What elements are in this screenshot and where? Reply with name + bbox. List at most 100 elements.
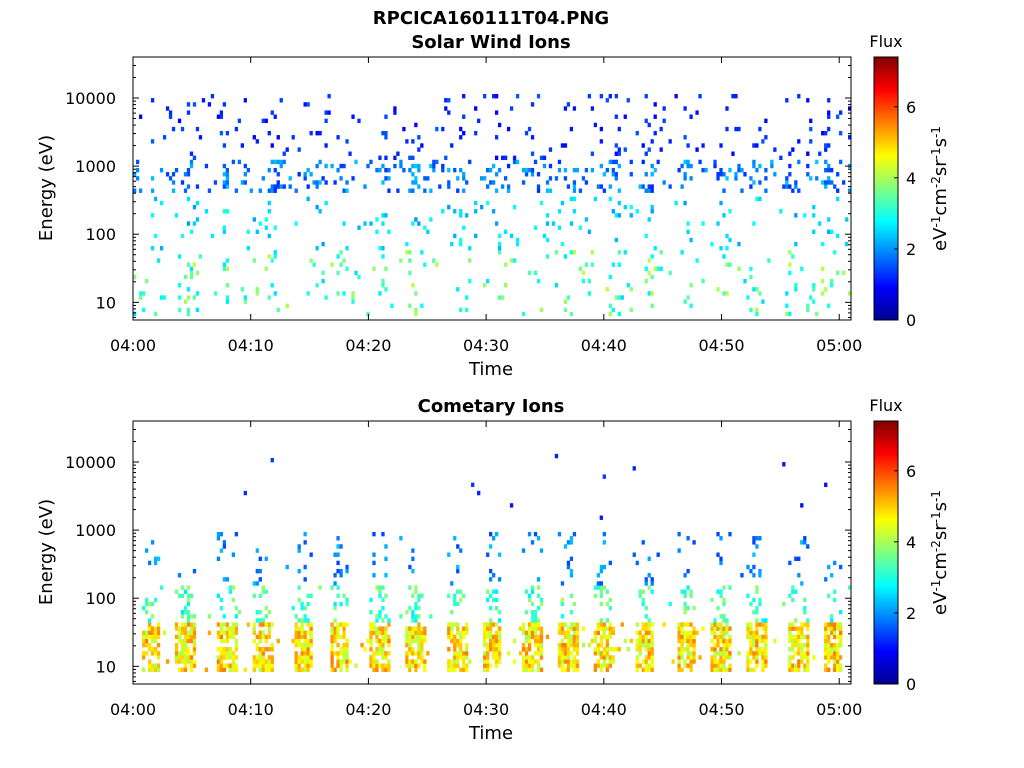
heatmap-cell [701, 278, 705, 284]
heatmap-cell [758, 291, 762, 296]
heatmap-cell [554, 250, 559, 255]
heatmap-cell [641, 143, 645, 148]
heatmap-cell [300, 601, 304, 607]
heatmap-cell [315, 246, 319, 251]
heatmap-cell [563, 655, 568, 660]
heatmap-cell [689, 667, 693, 672]
heatmap-cell [219, 651, 224, 656]
heatmap-cell [420, 647, 424, 652]
heatmap-cell [339, 647, 343, 652]
heatmap-cell [219, 130, 224, 136]
heatmap-cell [752, 540, 756, 545]
heatmap-cell [629, 307, 633, 313]
heatmap-cell [761, 659, 765, 664]
heatmap-cell [273, 254, 277, 259]
heatmap-cell [494, 188, 499, 193]
heatmap-cell [342, 634, 346, 640]
heatmap-cell [465, 180, 469, 185]
heatmap-cell [554, 283, 559, 288]
heatmap-cell [369, 663, 373, 668]
heatmap-cell [827, 114, 831, 119]
heatmap-cell [192, 659, 197, 664]
heatmap-cell [225, 172, 230, 177]
heatmap-cell [150, 213, 155, 218]
heatmap-cell [225, 266, 230, 271]
heatmap-cell [527, 647, 532, 652]
heatmap-cell [683, 159, 687, 165]
heatmap-cell [219, 626, 224, 631]
heatmap-cell [414, 605, 418, 611]
heatmap-cell [306, 102, 310, 107]
heatmap-cell [222, 614, 227, 619]
heatmap-cell [722, 254, 726, 259]
heatmap-cell [560, 663, 565, 668]
heatmap-cell [689, 655, 693, 660]
heatmap-cell [339, 651, 343, 656]
heatmap-cell [492, 642, 496, 648]
heatmap-cell [788, 311, 792, 317]
heatmap-cell [225, 630, 230, 635]
heatmap-cell [144, 630, 149, 635]
heatmap-cell [297, 667, 301, 672]
heatmap-cell [264, 647, 268, 652]
panel-title: Cometary Ions [418, 396, 565, 417]
heatmap-cell [512, 659, 517, 664]
heatmap-cell [599, 638, 603, 644]
plot-frame [132, 420, 852, 685]
heatmap-cell [297, 642, 301, 648]
heatmap-cell [800, 634, 804, 640]
heatmap-cell [411, 568, 415, 574]
heatmap-cell [147, 618, 152, 623]
heatmap-cell [378, 291, 382, 296]
heatmap-cell [494, 630, 499, 635]
heatmap-cell [713, 647, 717, 652]
heatmap-cell [575, 622, 580, 627]
heatmap-cell [521, 663, 526, 668]
heatmap-cell [605, 663, 609, 668]
heatmap-cell [153, 634, 158, 640]
heatmap-cell [486, 630, 490, 635]
heatmap-cell [686, 568, 690, 574]
heatmap-cell [545, 237, 550, 243]
heatmap-cell [752, 163, 756, 169]
heatmap-cell [276, 180, 280, 185]
heatmap-cell [563, 254, 568, 259]
heatmap-cell [372, 552, 376, 557]
heatmap-cell [423, 667, 427, 672]
heatmap-cell [566, 655, 571, 660]
heatmap-cell [465, 663, 469, 668]
heatmap-cell [689, 283, 693, 288]
heatmap-cell [393, 110, 397, 115]
heatmap-cell [384, 667, 388, 672]
heatmap-cell [165, 106, 170, 111]
heatmap-cell [638, 638, 642, 644]
heatmap-cell [300, 634, 304, 640]
heatmap-cell [521, 667, 526, 672]
heatmap-cell [234, 188, 239, 193]
heatmap-cell [465, 295, 469, 300]
heatmap-cell [159, 585, 164, 590]
heatmap-cell [536, 593, 541, 598]
heatmap-cell [647, 647, 651, 652]
heatmap-cell [827, 229, 831, 234]
heatmap-cell [677, 663, 681, 668]
heatmap-cell [497, 246, 502, 251]
heatmap-cell [836, 663, 840, 668]
heatmap-cell [144, 601, 149, 607]
heatmap-cell [417, 221, 421, 226]
heatmap-cell [539, 548, 544, 553]
heatmap-cell [824, 482, 828, 488]
heatmap-cell [408, 585, 412, 590]
heatmap-cell [303, 647, 307, 652]
heatmap-cell [494, 93, 499, 99]
heatmap-cell [243, 667, 247, 672]
heatmap-cell [497, 577, 502, 582]
heatmap-cell [536, 638, 541, 644]
heatmap-cell [141, 651, 146, 656]
panel-title: Solar Wind Ions [411, 32, 570, 53]
heatmap-cell [255, 618, 259, 623]
heatmap-cell [174, 626, 179, 631]
heatmap-cell [560, 597, 565, 603]
heatmap-cell [788, 659, 792, 664]
